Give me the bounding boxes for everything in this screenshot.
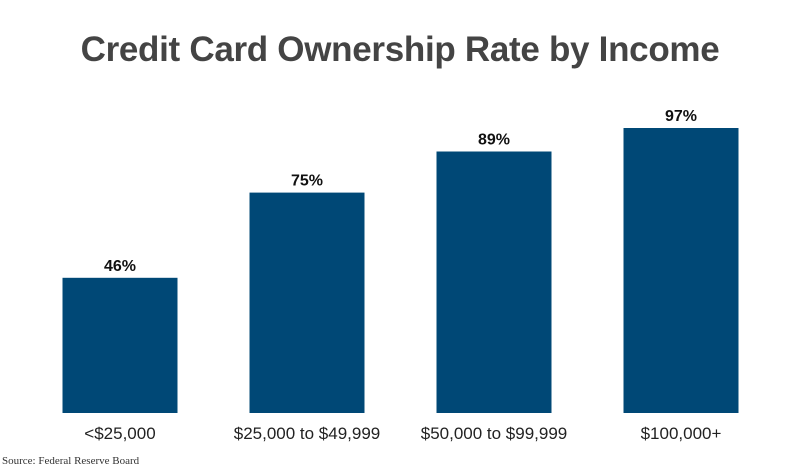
bar <box>62 277 178 413</box>
category-label: $100,000+ <box>641 424 722 443</box>
data-label: 75% <box>291 173 323 190</box>
bar <box>249 192 365 413</box>
source-note: Source: Federal Reserve Board <box>2 455 140 467</box>
category-label: $50,000 to $99,999 <box>421 424 568 443</box>
data-label: 89% <box>478 132 510 149</box>
chart-title: Credit Card Ownership Rate by Income <box>80 30 720 69</box>
category-label: $25,000 to $49,999 <box>234 424 381 443</box>
data-label: 97% <box>665 108 697 125</box>
bar <box>623 128 739 413</box>
bar <box>436 151 552 413</box>
data-label: 46% <box>104 258 136 275</box>
category-label: <$25,000 <box>84 424 155 443</box>
